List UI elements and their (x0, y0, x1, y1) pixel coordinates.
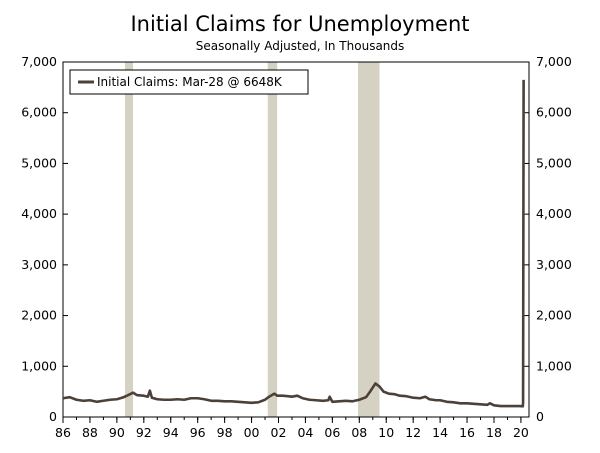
x-tick-label: 04 (297, 425, 313, 440)
right-y-tick-label: 6,000 (536, 105, 572, 120)
x-tick-label: 16 (459, 425, 475, 440)
recession-band (124, 62, 134, 417)
x-tick-label: 92 (136, 425, 152, 440)
right-y-axis: 0 1,000 2,000 3,000 4,000 5,000 6,000 7,000 (524, 54, 572, 424)
x-tick-label: 06 (324, 425, 340, 440)
y-tick-label: 4,000 (21, 206, 57, 221)
recession-band (267, 62, 278, 417)
left-y-axis: 0 1,000 2,000 3,000 4,000 5,000 6,000 7,000 (21, 54, 68, 424)
x-tick-label: 88 (82, 425, 98, 440)
series-group (62, 79, 525, 408)
right-y-tick-label: 1,000 (536, 358, 572, 373)
plot-area (62, 61, 530, 418)
x-axis: 86 88 90 92 94 96 98 00 02 04 06 08 10 12 14 16 18 20 (55, 417, 529, 440)
x-tick-label: 02 (271, 425, 287, 440)
right-y-tick-label: 7,000 (536, 54, 572, 69)
x-tick-label: 12 (405, 425, 421, 440)
x-tick-label: 14 (432, 425, 448, 440)
y-tick-label: 2,000 (21, 308, 57, 323)
right-y-tick-label: 0 (536, 409, 544, 424)
y-tick-label: 5,000 (21, 155, 57, 170)
x-tick-label: 10 (378, 425, 394, 440)
x-tick-label: 08 (351, 425, 367, 440)
chart-title: Initial Claims for Unemployment (130, 12, 469, 36)
right-y-tick-label: 2,000 (536, 308, 572, 323)
right-y-tick-label: 3,000 (536, 257, 572, 272)
x-tick-label: 86 (55, 425, 71, 440)
x-tick-label: 18 (486, 425, 502, 440)
x-tick-label: 98 (217, 425, 233, 440)
x-tick-label: 90 (109, 425, 125, 440)
x-tick-label: 96 (190, 425, 206, 440)
y-tick-label: 0 (49, 409, 57, 424)
recession-shading-group (124, 62, 380, 417)
y-tick-label: 6,000 (21, 105, 57, 120)
right-y-tick-label: 4,000 (536, 206, 572, 221)
chart-subtitle: Seasonally Adjusted, In Thousands (196, 39, 405, 53)
legend: Initial Claims: Mar-28 @ 6648K (69, 69, 309, 95)
legend-box (69, 69, 309, 95)
x-tick-label: 94 (163, 425, 179, 440)
right-y-tick-label: 5,000 (536, 155, 572, 170)
y-tick-label: 3,000 (21, 257, 57, 272)
recession-band (357, 62, 380, 417)
x-tick-label: 00 (244, 425, 260, 440)
x-tick-label: 20 (513, 425, 529, 440)
legend-label: Initial Claims: Mar-28 @ 6648K (97, 75, 283, 89)
series-line (62, 79, 525, 408)
y-tick-label: 7,000 (21, 54, 57, 69)
y-tick-label: 1,000 (21, 358, 57, 373)
